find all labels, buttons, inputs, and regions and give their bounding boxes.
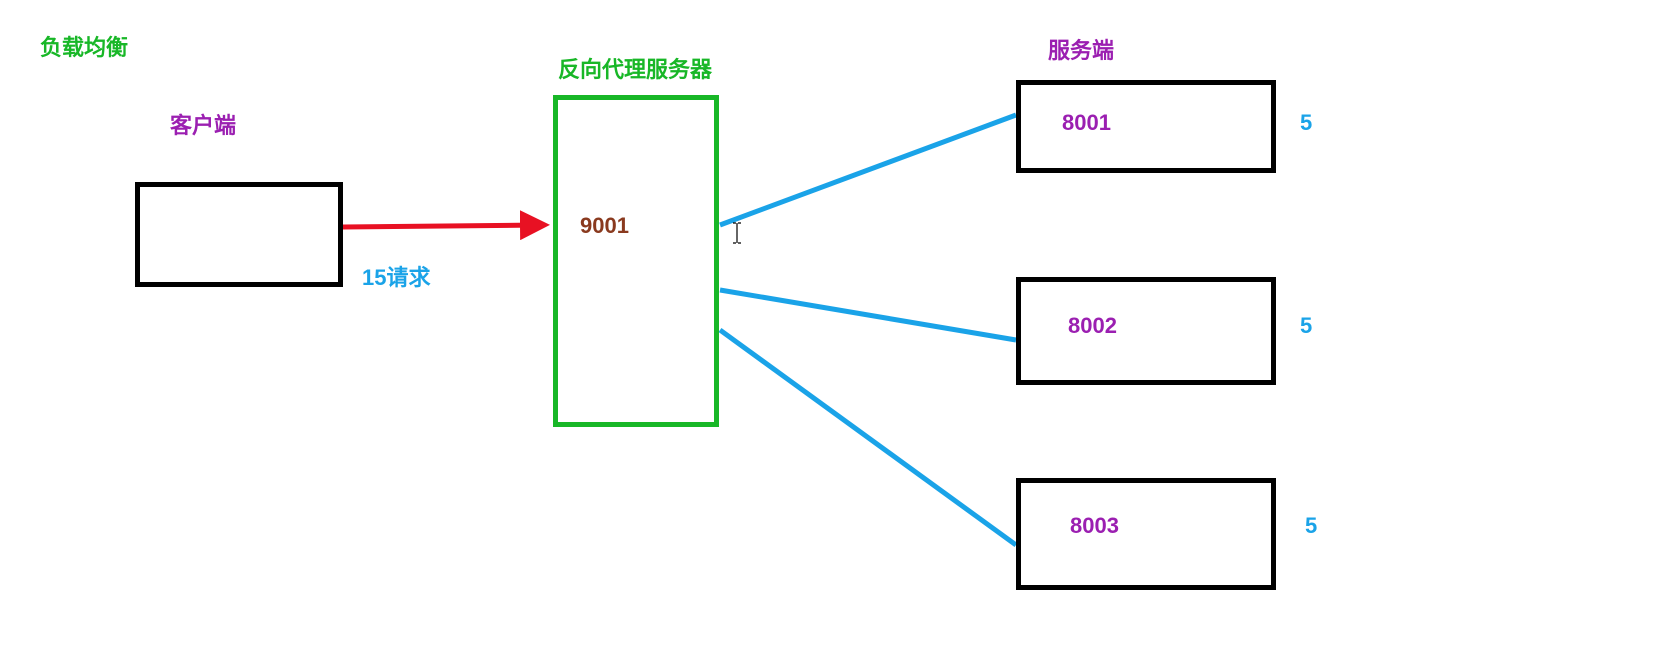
server1-count-label: 5 — [1300, 110, 1312, 136]
client-box — [135, 182, 343, 287]
client-label: 客户端 — [170, 108, 236, 140]
request-label: 15请求 — [362, 260, 430, 292]
server3-count-label: 5 — [1305, 513, 1317, 539]
server1-port-label: 8001 — [1062, 110, 1111, 136]
proxy-label: 反向代理服务器 — [558, 52, 712, 84]
client-to-proxy-arrow — [343, 225, 540, 227]
server2-count-label: 5 — [1300, 313, 1312, 339]
ibeam-shape — [733, 223, 741, 243]
proxy-box — [553, 95, 719, 427]
connector-lines — [0, 0, 1680, 666]
text-cursor-icon — [730, 222, 744, 249]
proxy-to-server3-line — [720, 330, 1016, 545]
server1-box — [1016, 80, 1276, 173]
server2-port-label: 8002 — [1068, 313, 1117, 339]
proxy-to-server1-line — [720, 115, 1016, 225]
server3-box — [1016, 478, 1276, 590]
title-label: 负载均衡 — [40, 30, 128, 62]
servers-label: 服务端 — [1048, 33, 1114, 65]
server3-port-label: 8003 — [1070, 513, 1119, 539]
diagram-canvas: 负载均衡 客户端 反向代理服务器 服务端 9001 8001 8002 8003… — [0, 0, 1680, 666]
proxy-to-server2-line — [720, 290, 1016, 340]
server2-box — [1016, 277, 1276, 385]
proxy-port-label: 9001 — [580, 213, 629, 239]
